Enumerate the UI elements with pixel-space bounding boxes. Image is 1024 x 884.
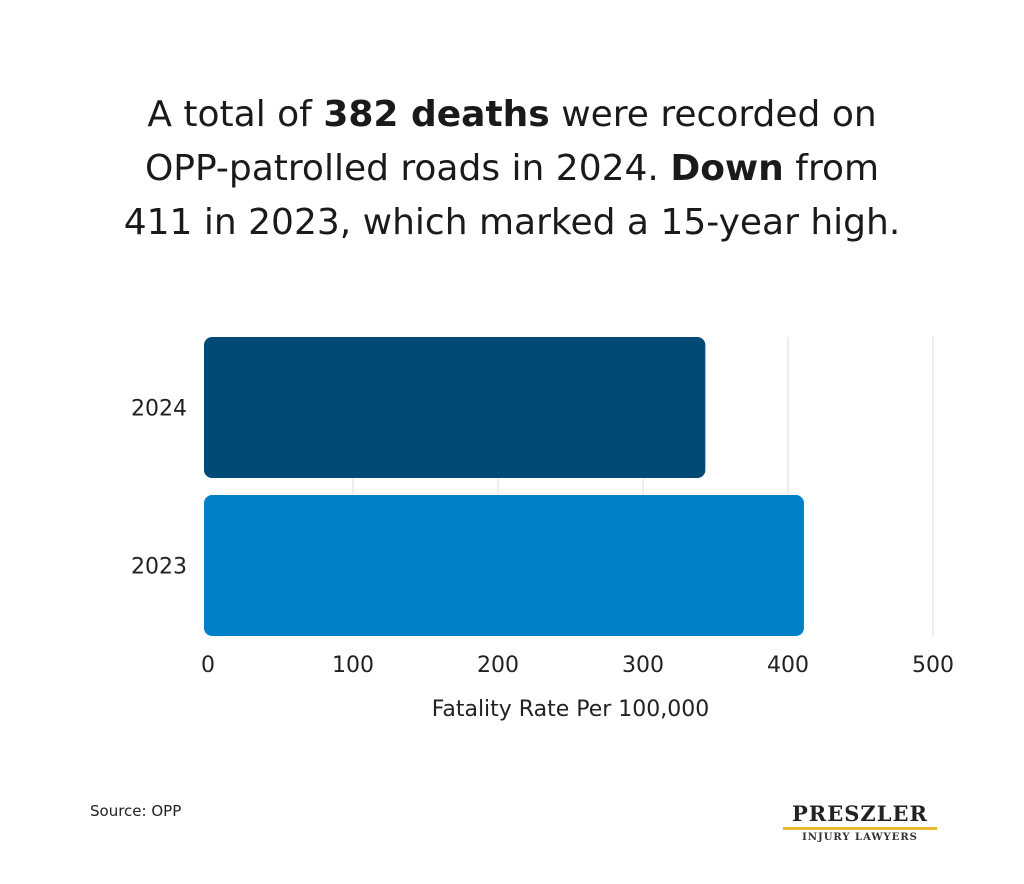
x-tick-label: 500: [912, 653, 954, 678]
x-tick-label: 200: [477, 653, 519, 678]
logo-subtitle: INJURY LAWYERS: [802, 832, 918, 843]
source-note: Source: OPP: [90, 802, 182, 820]
bar-2024: [204, 337, 706, 478]
headline-bold: Down: [670, 148, 784, 189]
logo-underline: [783, 827, 937, 830]
headline-text: were recorded on: [549, 94, 877, 135]
logo-name: PRESZLER: [792, 801, 928, 826]
preszler-logo: PRESZLER INJURY LAWYERS: [783, 803, 937, 843]
headline-text: OPP-patrolled roads in 2024.: [144, 148, 671, 189]
headline-text: from: [783, 148, 880, 189]
x-axis-label: Fatality Rate Per 100,000: [432, 697, 710, 722]
bar-2023: [204, 495, 804, 636]
x-tick-label: 400: [767, 653, 809, 678]
headline-bold: 382 deaths: [323, 94, 550, 135]
headline: A total of 382 deaths were recorded on O…: [60, 88, 964, 250]
headline-text: A total of: [147, 94, 324, 135]
y-tick-label: 2024: [131, 397, 187, 422]
y-tick-label: 2023: [131, 555, 187, 580]
headline-text: 411 in 2023, which marked a 15-year high…: [123, 202, 901, 243]
x-tick-label: 300: [622, 653, 664, 678]
x-tick-label: 0: [201, 653, 215, 678]
x-tick-label: 100: [332, 653, 374, 678]
